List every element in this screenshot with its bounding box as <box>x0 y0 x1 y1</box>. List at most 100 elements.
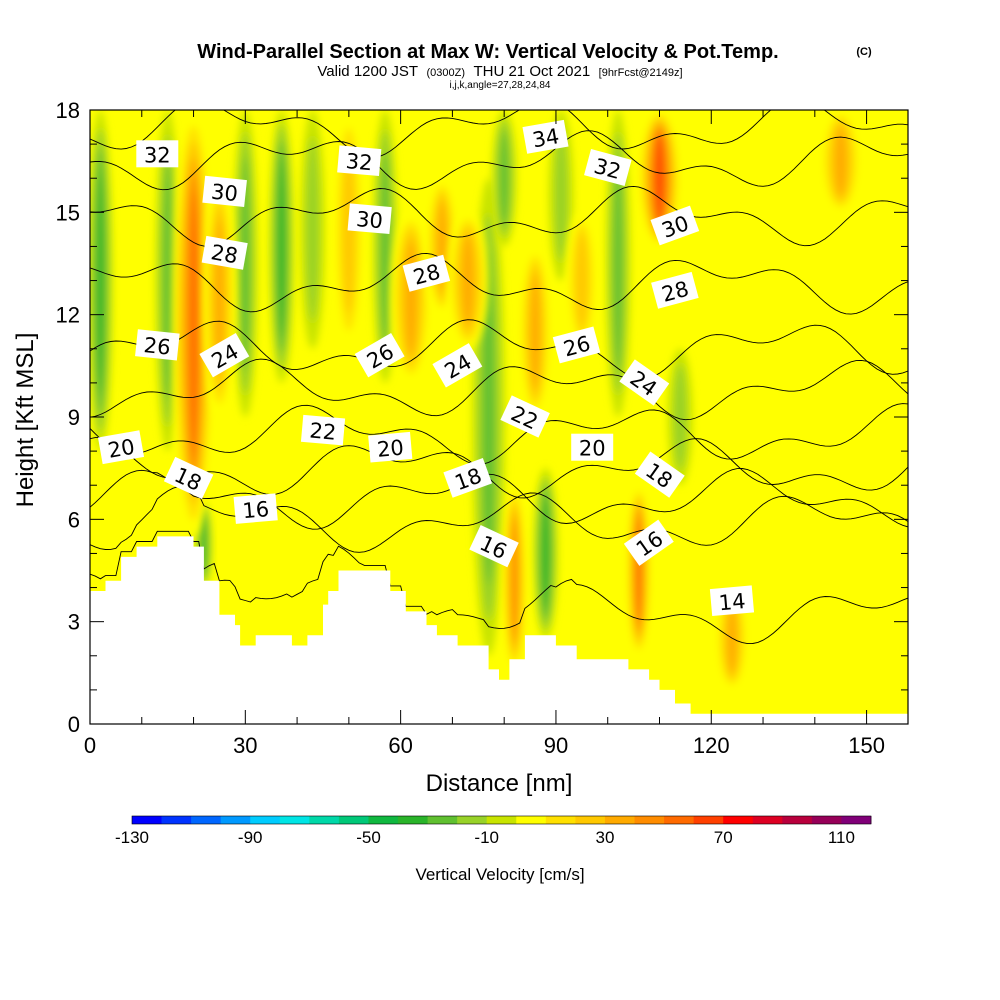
downdraft-band <box>300 110 326 349</box>
contour-label: 32 <box>337 145 382 176</box>
colorbar-swatch <box>841 816 872 824</box>
downdraft-band-level <box>380 150 390 342</box>
isentrope-14 <box>90 530 908 645</box>
y-tick-label: 18 <box>56 98 80 123</box>
colorbar-swatch <box>132 816 162 824</box>
colorbar-swatch <box>723 816 754 824</box>
downdraft-band-level <box>613 156 623 371</box>
contour-label: 28 <box>201 235 248 270</box>
axes: 0 30 60 90 120 150 0 3 6 9 12 15 18 <box>56 98 908 758</box>
contour-label: 30 <box>202 175 247 208</box>
colorbar-swatch <box>309 816 340 824</box>
contour-label-text: 20 <box>376 436 405 462</box>
contour-label-box <box>651 271 699 309</box>
contour-label-box <box>500 395 550 438</box>
colorbar-swatch <box>664 816 695 824</box>
contour-label-box <box>347 203 392 234</box>
contour-label: 22 <box>300 414 346 446</box>
contour-label-box <box>97 430 145 465</box>
downdraft-band-level <box>306 136 319 322</box>
contour-label: 16 <box>469 525 519 568</box>
updraft-band <box>502 485 527 673</box>
colorbar-swatch <box>486 816 517 824</box>
colorbar-swatch <box>457 816 488 824</box>
colorbar-tick-label: -10 <box>474 828 499 847</box>
downdraft-band <box>491 110 517 247</box>
colorbar-swatch <box>161 816 192 824</box>
downdraft-band-level <box>554 129 568 262</box>
x-tick-label: 150 <box>848 733 885 758</box>
downdraft-band <box>90 110 113 452</box>
updraft-band <box>819 110 862 213</box>
chart-title: Wind-Parallel Section at Max W: Vertical… <box>197 41 778 63</box>
contour-label: 30 <box>347 203 392 234</box>
isentrope-22 <box>90 403 908 465</box>
colorbar-swatch <box>782 816 813 824</box>
colorbar-tick-label: -130 <box>115 828 149 847</box>
updraft-band-level <box>531 275 540 389</box>
colorbar-tick-label: 30 <box>596 828 615 847</box>
updraft-band <box>172 110 215 537</box>
contour-label-box <box>202 175 247 208</box>
updraft-band <box>565 212 599 349</box>
contour-label-text: 34 <box>531 124 561 152</box>
downdraft-band-level <box>673 364 687 470</box>
colorbar-swatch <box>634 816 665 824</box>
downdraft-band-level <box>163 161 172 400</box>
updraft-band-level <box>576 232 588 329</box>
valid-utc: (0300Z) <box>426 67 465 79</box>
colorbar-swatch <box>220 816 251 824</box>
colorbar-swatch <box>545 816 576 824</box>
contour-label-box <box>233 493 278 524</box>
colorbar-swatch <box>368 816 399 824</box>
contour-label-text: 28 <box>209 240 239 268</box>
contour-label: 34 <box>522 119 569 154</box>
contour-label: 32 <box>136 140 179 168</box>
colorbar-title: Vertical Velocity [cm/s] <box>415 865 584 884</box>
downdraft-band-level <box>278 156 285 337</box>
isentrope-24 <box>90 358 908 421</box>
updraft-band <box>638 110 681 247</box>
forecast-info: [9hrFcst@2149z] <box>599 67 683 79</box>
isentrope-34 <box>90 110 908 159</box>
contour-label-text: 32 <box>345 149 374 175</box>
y-tick-label: 3 <box>68 610 80 635</box>
downdraft-band-level <box>241 156 250 371</box>
x-axis-label: Distance [nm] <box>426 770 573 797</box>
contour-label-text: 20 <box>579 437 606 461</box>
contour-label-box <box>201 235 248 270</box>
valid-date: THU 21 Oct 2021 <box>473 63 590 80</box>
contour-label: 28 <box>402 254 451 292</box>
contour-label-box <box>709 585 755 616</box>
contour-label-box <box>136 140 179 168</box>
isentrope-32 <box>90 130 908 191</box>
contour-label-box <box>571 433 614 461</box>
contour-label: 20 <box>97 430 145 465</box>
colorbar-swatch <box>427 816 458 824</box>
contour-label: 20 <box>571 433 614 461</box>
contour-label-text: 30 <box>355 207 384 233</box>
colorbar-swatch <box>191 816 222 824</box>
colorbar-swatch <box>516 816 547 824</box>
y-tick-label: 12 <box>56 303 80 328</box>
contour-label-text: 30 <box>210 180 239 207</box>
colorbar-swatch <box>338 816 369 824</box>
colorbar-tick-label: -90 <box>238 828 263 847</box>
contour-label-text: 20 <box>106 435 136 463</box>
copyright-mark: (C) <box>856 46 872 58</box>
downdraft-band-level <box>500 130 509 226</box>
updraft-band-level <box>405 241 417 355</box>
y-axis-label: Height [Kft MSL] <box>12 333 39 508</box>
contour-label-text: 32 <box>144 143 171 167</box>
contour-label-box <box>402 254 451 292</box>
x-tick-label: 90 <box>544 733 568 758</box>
colorbar-tick-label: 110 <box>828 828 855 847</box>
colorbar-swatch <box>604 816 635 824</box>
x-tick-label: 0 <box>84 733 96 758</box>
terrain-mask <box>90 536 908 724</box>
contour-label-box <box>337 145 382 176</box>
contour-label-box <box>552 326 601 364</box>
contour-label-text: 22 <box>309 418 338 444</box>
contour-label-box <box>432 343 483 388</box>
